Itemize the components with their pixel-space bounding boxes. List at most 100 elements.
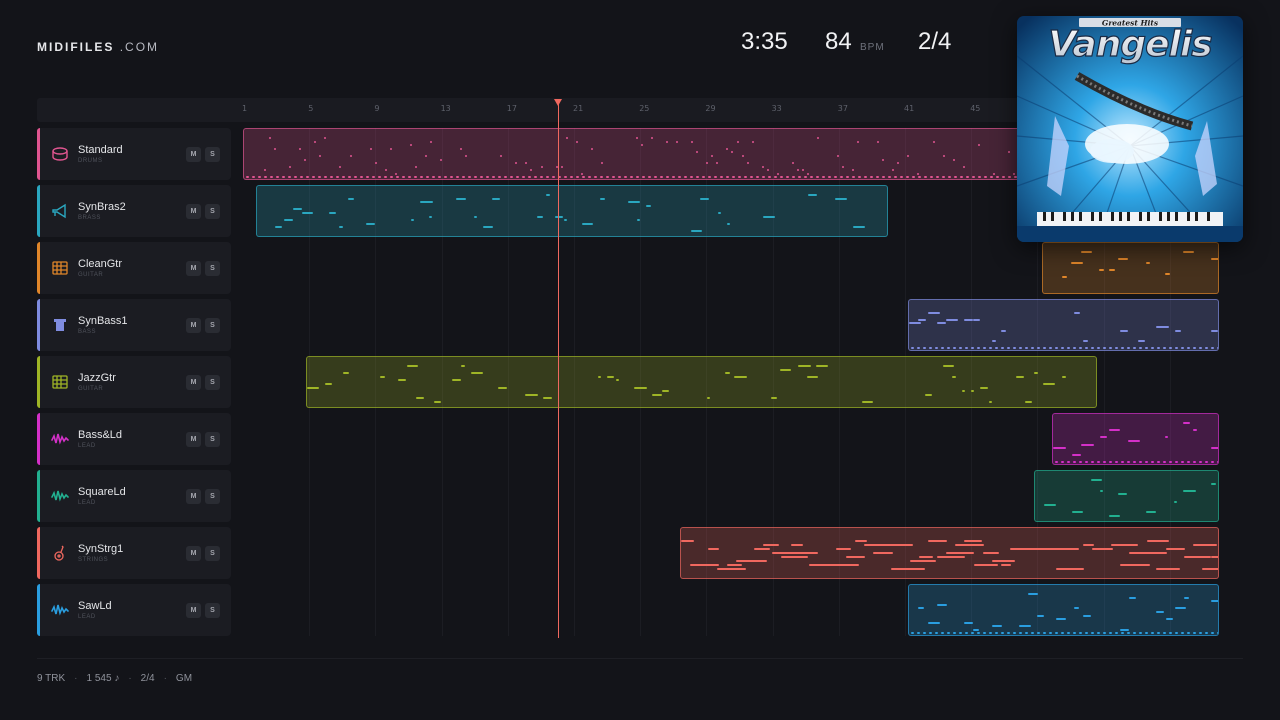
midi-note: [1139, 632, 1143, 634]
midi-note: [796, 169, 799, 172]
track-header-cleangtr[interactable]: CleanGtr GUITAR M S: [37, 242, 231, 294]
clip-cleangtr[interactable]: [1042, 242, 1220, 294]
midi-note: [892, 169, 895, 172]
clip-synbass1[interactable]: [908, 299, 1220, 351]
mute-button[interactable]: M: [186, 261, 201, 276]
mute-button[interactable]: M: [186, 318, 201, 333]
grid-line: [640, 128, 642, 636]
midi-note: [1073, 347, 1077, 349]
midi-note: [1193, 461, 1197, 463]
midi-note: [810, 176, 813, 178]
midi-note: [1007, 347, 1011, 349]
midi-note: [965, 347, 969, 349]
midi-note: [798, 176, 801, 178]
mute-button[interactable]: M: [186, 375, 201, 390]
midi-note: [498, 176, 501, 178]
midi-note: [772, 552, 804, 554]
midi-note: [977, 632, 981, 634]
midi-note: [289, 165, 292, 168]
ruler-tick: 37: [837, 104, 848, 113]
ruler-tick: 5: [308, 104, 314, 113]
solo-button[interactable]: S: [205, 261, 220, 276]
album-artist: Vangelis: [1048, 24, 1212, 65]
mute-button[interactable]: M: [186, 489, 201, 504]
midi-note: [925, 393, 932, 396]
solo-button[interactable]: S: [205, 432, 220, 447]
grid-line: [574, 128, 575, 636]
mute-button[interactable]: M: [186, 147, 201, 162]
midi-note: [1145, 261, 1151, 264]
clip-synbras2[interactable]: [256, 185, 889, 237]
midi-note: [648, 176, 651, 178]
track-header-synbras2[interactable]: SynBras2 BRASS M S: [37, 185, 231, 237]
track-header-jazzgtr[interactable]: JazzGtr GUITAR M S: [37, 356, 231, 408]
mute-button[interactable]: M: [186, 546, 201, 561]
midi-note: [428, 215, 433, 218]
midi-note: [1010, 548, 1041, 550]
track-header-bass-ld[interactable]: Bass&Ld LEAD M S: [37, 413, 231, 465]
midi-note: [714, 176, 717, 178]
midi-note: [555, 165, 558, 168]
clip-synstrg1[interactable]: [679, 527, 1220, 579]
track-header-squareld[interactable]: SquareLd LEAD M S: [37, 470, 231, 522]
midi-note: [941, 347, 945, 349]
midi-note: [917, 347, 921, 349]
mute-button[interactable]: M: [186, 432, 201, 447]
midi-note: [853, 226, 866, 229]
grid-line: [971, 128, 973, 636]
midi-note: [1025, 347, 1029, 349]
clip-jazzgtr[interactable]: [305, 356, 1097, 408]
track-header-synbass1[interactable]: SynBass1 BASS M S: [37, 299, 231, 351]
midi-note: [1156, 326, 1169, 328]
midi-note: [680, 540, 695, 542]
midi-note: [846, 176, 849, 178]
solo-button[interactable]: S: [205, 318, 220, 333]
midi-note: [530, 169, 533, 172]
mute-button[interactable]: M: [186, 603, 201, 618]
mute-button[interactable]: M: [186, 204, 201, 219]
midi-note: [339, 165, 342, 168]
ruler-tick: 17: [506, 104, 517, 113]
grid-line: [1169, 128, 1171, 636]
ruler-tick: 9: [374, 104, 380, 113]
midi-note: [1133, 632, 1137, 634]
midi-note: [1119, 329, 1129, 332]
midi-note: [973, 629, 979, 631]
solo-button[interactable]: S: [205, 204, 220, 219]
midi-note: [691, 140, 694, 143]
midi-note: [384, 176, 387, 178]
midi-note: [989, 632, 993, 634]
track-header-sawld[interactable]: SawLd LEAD M S: [37, 584, 231, 636]
midi-note: [444, 176, 447, 178]
site-logo[interactable]: MIDIFILES .COM: [37, 40, 159, 54]
midi-note: [1157, 461, 1161, 463]
midi-note: [717, 568, 746, 570]
playhead-handle[interactable]: [554, 99, 562, 106]
midi-note: [474, 176, 477, 178]
track-header-standard[interactable]: Standard DRUMS M S: [37, 128, 231, 180]
playhead[interactable]: [558, 104, 559, 638]
midi-note: [1115, 461, 1119, 463]
midi-note: [947, 632, 951, 634]
midi-note: [948, 176, 951, 178]
midi-note: [911, 632, 915, 634]
grid-line: [772, 128, 774, 636]
track-category: STRINGS: [78, 557, 109, 563]
midi-note: [1043, 347, 1047, 349]
midi-note: [1067, 461, 1071, 463]
clip-sawld[interactable]: [908, 584, 1220, 636]
solo-button[interactable]: S: [205, 546, 220, 561]
solo-button[interactable]: S: [205, 375, 220, 390]
midi-note: [1073, 461, 1077, 463]
solo-button[interactable]: S: [205, 147, 220, 162]
midi-note: [930, 176, 933, 178]
midi-note: [1081, 443, 1094, 446]
midi-note: [932, 140, 935, 143]
clip-bass-ld[interactable]: [1052, 413, 1220, 465]
midi-note: [952, 158, 955, 161]
track-category: GUITAR: [78, 386, 104, 392]
clip-squareld[interactable]: [1034, 470, 1220, 522]
solo-button[interactable]: S: [205, 603, 220, 618]
track-header-synstrg1[interactable]: SynStrg1 STRINGS M S: [37, 527, 231, 579]
solo-button[interactable]: S: [205, 489, 220, 504]
